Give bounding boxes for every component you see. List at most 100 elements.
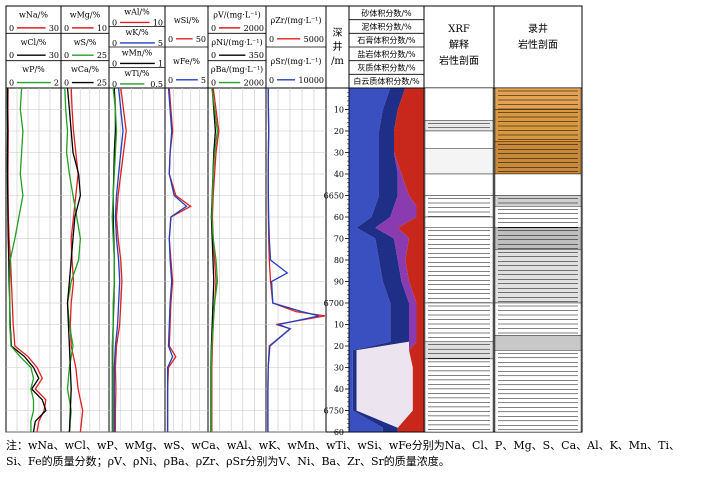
track-3-header-label-1: wFe/% <box>173 57 200 66</box>
track-2-curve-wK <box>113 87 124 432</box>
depth-tick-label-0: 10 <box>334 106 344 115</box>
track-2-header-min-3: 0 <box>112 80 117 89</box>
depth-tick-label-10: 10 <box>334 321 344 330</box>
depth-tick-label-1: 20 <box>334 127 344 136</box>
track-5-header-min-1: 0 <box>269 76 274 85</box>
depth-tick-label-6: 70 <box>334 235 344 244</box>
track-4-header-min-2: 0 <box>211 79 216 88</box>
track-3-header-min-1: 0 <box>168 76 173 85</box>
depth-tick-label-4: 6650 <box>324 192 344 201</box>
litho-mudlog-title-0: 录井 <box>528 22 548 35</box>
track-1-header-label-1: wS/% <box>74 38 97 47</box>
track-2-header-max-0: 10 <box>153 18 163 27</box>
litho-xrf-band-4 <box>424 173 494 196</box>
mineral-header-label-2: 石膏体积分数/% <box>357 35 416 45</box>
track-2-header-max-3: 0.5 <box>150 80 163 89</box>
litho-xrf-band-6 <box>424 216 494 228</box>
depth-title-0: 深 <box>333 27 343 39</box>
litho-xrf-band-8 <box>424 302 494 342</box>
mineral-area-dolomite <box>349 88 391 432</box>
track-4-header-max-2: 2000 <box>244 79 264 88</box>
mineral-header-label-4: 灰质体积分数/% <box>357 63 416 73</box>
track-5-header-label-1: ρSr/(mg·L⁻¹) <box>271 57 322 66</box>
litho-mudlog-title-1: 岩性剖面 <box>518 38 558 51</box>
litho-mudlog-band-8 <box>494 302 582 336</box>
track-4-header-label-1: ρNi/(mg·L⁻¹) <box>211 38 262 47</box>
mineral-header-label-1: 泥体积分数/% <box>361 22 412 32</box>
track-0-header-min-1: 0 <box>9 51 14 60</box>
depth-tick-label-13: 40 <box>334 385 344 394</box>
mineral-track-frame <box>348 87 425 433</box>
track-5-header-min-0: 0 <box>269 35 274 44</box>
litho-xrf-band-1 <box>424 120 494 132</box>
track-5-header-label-0: ρZr/(mg·L⁻¹) <box>270 16 321 25</box>
litho-mudlog-band-4 <box>494 195 582 207</box>
litho-xrf-band-0 <box>424 87 494 121</box>
depth-title-2: /m <box>331 56 344 67</box>
litho-xrf-band-10 <box>424 358 494 433</box>
figure-footnote: 注：wNa、wCl、wP、wMg、wS、wCa、wAl、wK、wMn、wTi、w… <box>6 438 718 470</box>
track-4-curve-ρBa <box>210 87 219 432</box>
track-1-header-max-0: 10 <box>97 24 107 33</box>
track-3-header-max-0: 50 <box>196 35 206 44</box>
depth-tick-label-15: 60 <box>334 428 344 437</box>
litho-mudlog-band-10 <box>494 350 582 433</box>
depth-tick-label-2: 30 <box>334 149 344 158</box>
track-1-curve-wS <box>64 87 82 433</box>
depth-tick-label-5: 60 <box>334 213 344 222</box>
footnote-line-1: 注：wNa、wCl、wP、wMg、wS、wCa、wAl、wK、wMn、wTi、w… <box>6 439 681 452</box>
litho-xrf-band-7 <box>424 227 494 304</box>
mineral-area-halite <box>356 88 413 432</box>
litho-mudlog-band-1 <box>494 109 582 142</box>
track-3-header-max-1: 5 <box>201 76 206 85</box>
track-2-curve-wTi <box>111 87 118 432</box>
track-3-header-label-0: wSi/% <box>174 16 200 25</box>
track-1-header-min-1: 0 <box>64 51 69 60</box>
mineral-header-label-5: 白云质体积分数/% <box>353 76 420 86</box>
track-1-header-label-2: wCa/% <box>71 65 99 74</box>
litho-xrf-title-0: XRF <box>448 24 470 35</box>
depth-tick-label-14: 6750 <box>324 407 344 416</box>
litho-mudlog-band-9 <box>494 335 582 351</box>
mineral-area-limestone <box>352 88 409 432</box>
track-2-header-max-1: 5 <box>158 39 163 48</box>
depth-tick-label-9: 6700 <box>324 299 344 308</box>
track-2-header-min-2: 0 <box>112 59 117 68</box>
track-5-curve-ρSr <box>267 87 320 432</box>
track-1-header-max-1: 25 <box>97 51 107 60</box>
litho-xrf-title-1: 解释 <box>449 38 469 51</box>
track-5-header-max-1: 10000 <box>299 76 324 85</box>
depth-tick-label-12: 30 <box>334 364 344 373</box>
mineral-header-label-0: 砂体积分数/% <box>361 8 412 18</box>
track-4-header-label-0: ρV/(mg·L⁻¹) <box>213 10 260 19</box>
track-4-header-min-0: 0 <box>211 24 216 33</box>
litho-mudlog-band-7 <box>494 249 582 304</box>
litho-mudlog-band-2 <box>494 141 582 175</box>
track-0-header-max-0: 30 <box>49 24 59 33</box>
track-1-header-max-2: 25 <box>97 79 107 88</box>
track-2-header-min-0: 0 <box>112 18 117 27</box>
track-4-header-max-0: 2000 <box>244 24 264 33</box>
depth-tick-label-8: 90 <box>334 278 344 287</box>
track-0-header-label-1: wCl/% <box>21 38 47 47</box>
depth-tick-label-3: 40 <box>334 170 344 179</box>
track-1-curve-wMg <box>69 87 84 433</box>
track-5-header-max-0: 5000 <box>304 35 324 44</box>
track-3-curve-wFe <box>166 87 188 432</box>
track-0-header-max-1: 30 <box>49 51 59 60</box>
track-2-header-max-2: 1 <box>158 59 163 68</box>
track-1-curve-wCa <box>66 87 82 433</box>
depth-tick-label-7: 80 <box>334 256 344 265</box>
track-4-header-max-1: 350 <box>249 51 264 60</box>
litho-xrf-band-9 <box>424 341 494 360</box>
track-0-header-min-0: 0 <box>9 24 14 33</box>
track-2-header-label-2: wMn/% <box>122 49 153 58</box>
track-0-header-label-2: wP/% <box>22 65 45 74</box>
litho-xrf-band-2 <box>424 130 494 149</box>
depth-title-1: 井 <box>333 40 343 53</box>
track-4-header-min-1: 0 <box>211 51 216 60</box>
track-0-header-max-2: 2 <box>54 79 59 88</box>
track-0-curve-wP <box>9 87 35 432</box>
